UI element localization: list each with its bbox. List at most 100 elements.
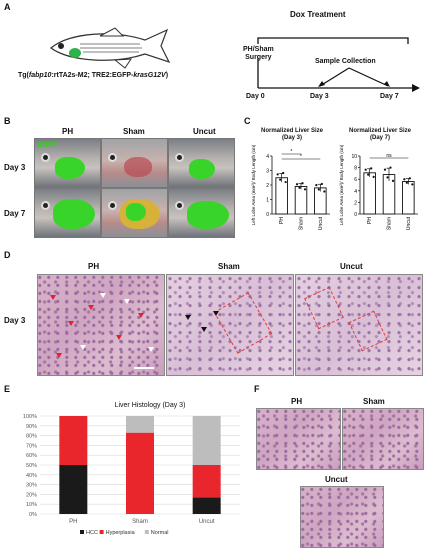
data-point [282, 171, 285, 175]
sample-collection-label: Sample Collection [315, 58, 376, 65]
data-point [317, 188, 320, 191]
y-tick-label: 2 [266, 183, 269, 189]
y-axis-label: Left Lobe Area (mm²)/ Body Length (cm) [251, 144, 256, 225]
data-point [383, 168, 387, 171]
fish-photo-sham-day3 [101, 138, 168, 188]
panel-label-c: C [244, 116, 251, 126]
histology-uncut-day3 [295, 274, 423, 376]
data-point [303, 188, 307, 191]
data-point [391, 179, 395, 182]
bar-ph [363, 172, 376, 215]
panel-d-col-sham: Sham [218, 262, 240, 271]
y-axis-label: Left Lobe Area (mm²)/ Body Length (cm) [339, 144, 344, 225]
data-point [370, 167, 373, 170]
zebrafish-illustration [50, 27, 171, 69]
bar-ph-hyperplasia [59, 416, 88, 465]
panel-label-a: A [4, 2, 11, 12]
panel-d-row-day3: Day 3 [4, 316, 26, 325]
timeline-diagram [257, 37, 420, 92]
timeline-day-0: Day 0 [246, 93, 265, 100]
y-tick-label: 0 [354, 212, 357, 218]
y-tick-label: 3 [266, 169, 269, 175]
data-point [276, 173, 279, 176]
legend-label-hyperplasia: Hyperplasia [106, 530, 136, 536]
panel-f-label-uncut: Uncut [325, 475, 348, 484]
y-tick-label: 10% [26, 502, 37, 508]
y-tick-label: 70% [26, 443, 37, 449]
data-point [284, 180, 287, 184]
panel-b-row-day7: Day 7 [4, 209, 26, 218]
y-tick-label: 50% [26, 463, 37, 469]
chart1-title: Normalized Liver Size (Day 3) [260, 128, 324, 141]
x-tick-label-sham: Sham [387, 217, 393, 230]
fish-photo-ph-day3: EGFP [34, 138, 101, 188]
x-tick-label-sham: Sham [132, 519, 148, 525]
bar-sham-normal [126, 416, 154, 433]
data-point [372, 175, 375, 178]
histology-f-ph [256, 408, 341, 470]
bar-uncut-hyperplasia [192, 465, 221, 498]
data-point [408, 177, 411, 180]
data-point [323, 190, 326, 193]
data-point [405, 181, 408, 184]
panel-b-col-uncut: Uncut [193, 127, 216, 136]
bar-sham [294, 186, 308, 215]
panel-b-row-day3: Day 3 [4, 163, 26, 172]
x-tick-label-sham: Sham [299, 217, 305, 230]
y-tick-label: 40% [26, 473, 37, 479]
data-point [403, 178, 406, 181]
bar-uncut-normal [192, 416, 221, 465]
panel-label-b: B [4, 116, 11, 126]
data-point [279, 178, 282, 181]
y-tick-label: 8 [354, 166, 357, 172]
data-point [320, 182, 323, 186]
genotype-label: Tg(fabp10:rtTA2s-M2; TRE2:EGFP-krasG12V) [18, 72, 169, 79]
chart-e-title: Liver Histology (Day 3) [114, 402, 186, 409]
x-tick-label-ph: PH [69, 519, 77, 525]
panel-b-col-sham: Sham [123, 127, 145, 136]
panel-d-col-uncut: Uncut [340, 262, 363, 271]
fish-photo-uncut-day3 [168, 138, 235, 188]
y-tick-label: 30% [26, 483, 37, 489]
y-tick-label: 10 [351, 154, 357, 160]
y-tick-label: 4 [266, 154, 269, 160]
bar-ph [275, 177, 288, 215]
fish-photo-sham-day7 [101, 188, 168, 238]
chart2-title: Normalized Liver Size (Day 7) [348, 128, 412, 141]
panel-label-e: E [4, 384, 11, 394]
legend-swatch-hyperplasia [99, 530, 104, 534]
bar-ph-hcc [59, 465, 88, 514]
y-tick-label: 20% [26, 492, 37, 498]
x-tick-label-uncut: Uncut [318, 216, 324, 230]
data-point [364, 168, 367, 171]
chart-liver-size-day7: 0 2 4 6 8 10 Left Lobe Area (mm²)/ Body Length… [339, 144, 418, 230]
timeline-day-3: Day 3 [310, 93, 329, 100]
significance-label: * [300, 154, 302, 160]
y-tick-label: 80% [26, 434, 37, 440]
dox-treatment-label: Dox Treatment [290, 10, 346, 19]
y-tick-label: 6 [354, 177, 357, 183]
y-tick-label: 60% [26, 453, 37, 459]
fish-photo-uncut-day7 [168, 188, 235, 238]
data-point [411, 183, 414, 186]
significance-label: * [290, 149, 292, 155]
surgery-label: PH/Sham Surgery [243, 46, 274, 61]
y-tick-label: 100% [23, 414, 37, 420]
data-point [386, 176, 389, 179]
legend-label-normal: Normal [151, 530, 169, 536]
legend-swatch-normal [144, 530, 149, 534]
y-tick-label: 1 [266, 198, 269, 204]
panel-b-col-ph: PH [62, 127, 74, 136]
bar-sham-hyperplasia [126, 432, 154, 514]
legend-label-hcc: HCC [86, 530, 98, 536]
panel-d-col-ph: PH [88, 262, 100, 271]
x-tick-label-ph: PH [367, 217, 373, 224]
histology-ph-day3 [37, 274, 165, 376]
panel-label-d: D [4, 250, 11, 260]
bar-uncut [402, 181, 415, 215]
y-tick-label: 2 [354, 200, 357, 206]
y-tick-label: 0 [266, 212, 269, 218]
y-tick-label: 4 [354, 189, 357, 195]
timeline-day-7: Day 7 [380, 93, 399, 100]
histology-f-uncut [300, 486, 384, 548]
